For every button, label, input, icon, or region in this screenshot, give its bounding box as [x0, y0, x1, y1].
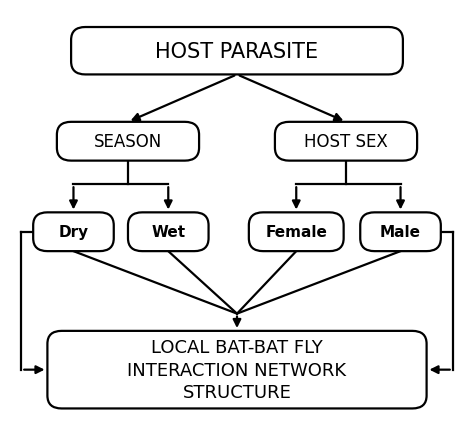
Text: HOST SEX: HOST SEX	[304, 133, 388, 151]
FancyBboxPatch shape	[47, 331, 427, 408]
Text: Dry: Dry	[58, 225, 89, 240]
FancyBboxPatch shape	[249, 213, 344, 252]
Text: Female: Female	[265, 225, 327, 240]
FancyBboxPatch shape	[71, 28, 403, 75]
Text: Male: Male	[380, 225, 421, 240]
Text: Wet: Wet	[151, 225, 185, 240]
Text: LOCAL BAT-BAT FLY
INTERACTION NETWORK
STRUCTURE: LOCAL BAT-BAT FLY INTERACTION NETWORK ST…	[128, 339, 346, 401]
FancyBboxPatch shape	[57, 123, 199, 161]
FancyBboxPatch shape	[275, 123, 417, 161]
Text: HOST PARASITE: HOST PARASITE	[155, 42, 319, 61]
FancyBboxPatch shape	[128, 213, 209, 252]
FancyBboxPatch shape	[33, 213, 114, 252]
Text: SEASON: SEASON	[94, 133, 162, 151]
FancyBboxPatch shape	[360, 213, 441, 252]
